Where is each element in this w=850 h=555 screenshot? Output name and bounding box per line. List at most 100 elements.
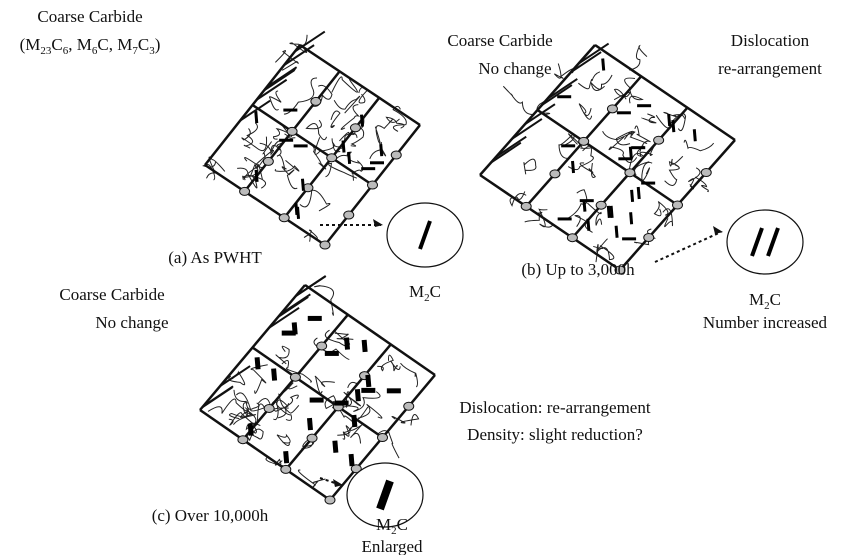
inset-label: M2C bbox=[409, 282, 441, 304]
dislocation bbox=[259, 137, 296, 154]
dislocation-ray bbox=[546, 78, 578, 100]
m2c-precipitate bbox=[609, 205, 614, 218]
note: Coarse Carbide bbox=[447, 31, 552, 50]
caption: (c) Over 10,000h bbox=[152, 506, 269, 525]
m2c-precipitate bbox=[601, 58, 606, 71]
dislocation bbox=[636, 142, 657, 158]
coarse-carbide bbox=[643, 233, 655, 242]
note: re-arrangement bbox=[718, 59, 822, 78]
m2c-precipitate bbox=[283, 451, 290, 464]
m2c-precipitate bbox=[614, 225, 619, 238]
dislocation bbox=[233, 411, 257, 425]
coarse-carbide bbox=[349, 123, 361, 133]
dislocation bbox=[334, 332, 354, 340]
dislocation bbox=[593, 245, 615, 261]
coarse-carbide bbox=[289, 372, 301, 382]
inset bbox=[726, 209, 804, 275]
inset-note: Number increased bbox=[703, 313, 828, 332]
dislocation bbox=[273, 394, 299, 412]
coarse-carbide bbox=[319, 240, 331, 250]
microstructure-art bbox=[199, 30, 804, 528]
dislocation bbox=[339, 118, 365, 142]
coarse-carbide bbox=[672, 200, 683, 210]
m2c-precipitate bbox=[629, 212, 634, 225]
caption: (a) As PWHT bbox=[168, 248, 262, 267]
dislocation bbox=[276, 433, 291, 446]
dislocation bbox=[602, 130, 636, 141]
m2c-precipitate bbox=[586, 218, 591, 231]
dislocation bbox=[275, 50, 299, 71]
m2c-precipitate bbox=[347, 151, 352, 165]
m2c-precipitate bbox=[247, 423, 254, 436]
top-title: Coarse Carbide bbox=[37, 7, 142, 26]
dislocation bbox=[250, 364, 268, 394]
dislocation-ray bbox=[283, 44, 315, 66]
inset-label: M2C bbox=[749, 290, 781, 312]
dislocation bbox=[311, 144, 327, 170]
coarse-carbide bbox=[324, 495, 336, 505]
coarse-carbide bbox=[367, 180, 378, 190]
dislocation-ray bbox=[294, 30, 326, 53]
note: Dislocation bbox=[731, 31, 810, 50]
arrow bbox=[654, 231, 722, 263]
dislocation bbox=[336, 391, 362, 408]
dislocation bbox=[301, 437, 315, 449]
grain-boundary bbox=[304, 283, 436, 377]
coarse-carbide bbox=[350, 464, 362, 474]
m2c-inset bbox=[418, 220, 432, 250]
coarse-carbide bbox=[306, 433, 318, 443]
grain-boundary bbox=[536, 108, 679, 207]
dislocation bbox=[299, 189, 331, 212]
coarse-carbide bbox=[566, 233, 578, 243]
m2c-precipitate bbox=[344, 337, 351, 350]
dislocation bbox=[281, 359, 312, 383]
dislocation bbox=[331, 76, 358, 93]
coarse-carbide bbox=[316, 341, 328, 351]
coarse-carbide bbox=[326, 153, 338, 163]
coarse-carbide bbox=[390, 150, 402, 160]
dislocation bbox=[347, 391, 381, 412]
dislocation bbox=[349, 423, 364, 444]
dislocation bbox=[578, 71, 601, 90]
m2c-precipitate bbox=[671, 119, 676, 133]
coarse-carbide bbox=[403, 401, 415, 411]
dislocation bbox=[613, 88, 631, 101]
dislocation bbox=[694, 176, 709, 193]
dislocation bbox=[578, 103, 593, 120]
dislocation-ray bbox=[570, 51, 602, 73]
dislocation bbox=[579, 162, 597, 178]
m2c-precipitate bbox=[351, 414, 358, 428]
top-formula: (M23C6, M6C, M7C3) bbox=[20, 35, 161, 57]
m2c-precipitate bbox=[354, 388, 361, 402]
m2c-precipitate bbox=[359, 114, 364, 127]
m2c-precipitate bbox=[361, 339, 368, 353]
dislocation bbox=[272, 128, 289, 140]
dislocation bbox=[392, 105, 407, 132]
coarse-carbide bbox=[343, 210, 355, 220]
dislocation-ray bbox=[541, 84, 573, 106]
dislocation bbox=[374, 118, 394, 145]
dislocation bbox=[502, 85, 534, 116]
coarse-carbide bbox=[278, 213, 290, 223]
dislocation bbox=[523, 158, 537, 175]
dislocation bbox=[664, 164, 680, 186]
m2c-inset bbox=[750, 227, 764, 257]
m2c-precipitate bbox=[254, 169, 259, 182]
dislocation bbox=[629, 44, 648, 71]
dislocation bbox=[350, 127, 365, 147]
dislocation bbox=[240, 402, 252, 419]
arrow-head bbox=[373, 219, 383, 227]
grain-boundary bbox=[251, 103, 374, 187]
m2c-precipitate bbox=[571, 160, 576, 174]
dislocation bbox=[277, 404, 300, 419]
note: Density: slight reduction? bbox=[467, 425, 643, 444]
inset-note: Enlarged bbox=[361, 537, 423, 555]
arrow-head bbox=[713, 226, 723, 234]
m2c-precipitate bbox=[307, 417, 313, 431]
dislocation bbox=[274, 160, 300, 172]
dislocation bbox=[608, 136, 638, 163]
m2c-precipitate bbox=[692, 129, 697, 142]
m2c-precipitate bbox=[294, 202, 299, 216]
dislocation bbox=[574, 215, 593, 233]
grain-boundary bbox=[299, 43, 421, 127]
